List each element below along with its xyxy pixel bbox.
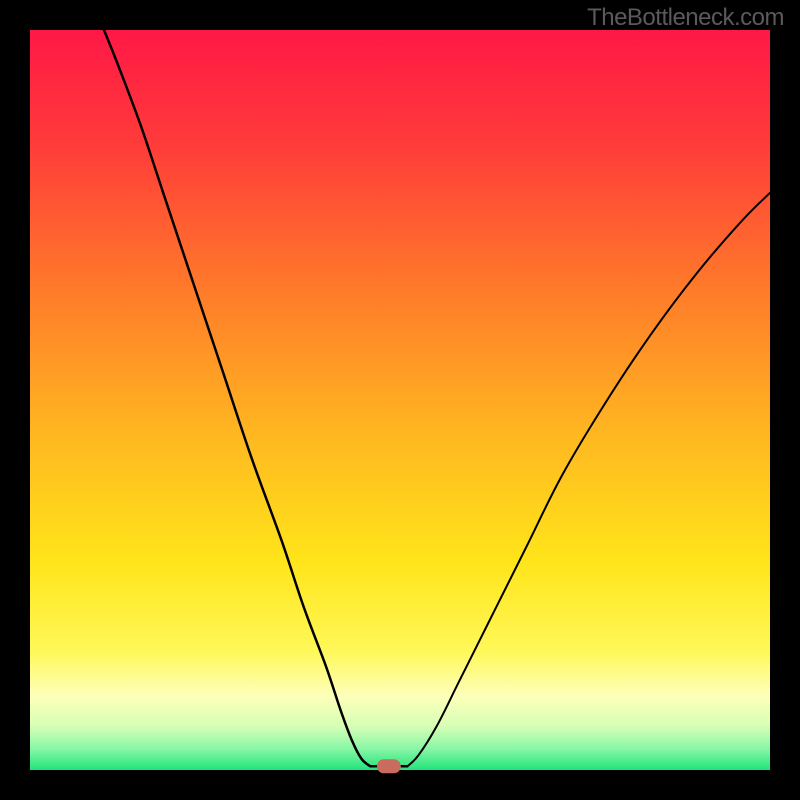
plot-background — [30, 30, 770, 770]
optimal-marker — [377, 759, 401, 773]
watermark-text: TheBottleneck.com — [587, 4, 784, 32]
chart-frame: TheBottleneck.com — [0, 0, 800, 800]
optimal-marker-pill — [377, 759, 401, 773]
bottleneck-chart — [0, 0, 800, 800]
